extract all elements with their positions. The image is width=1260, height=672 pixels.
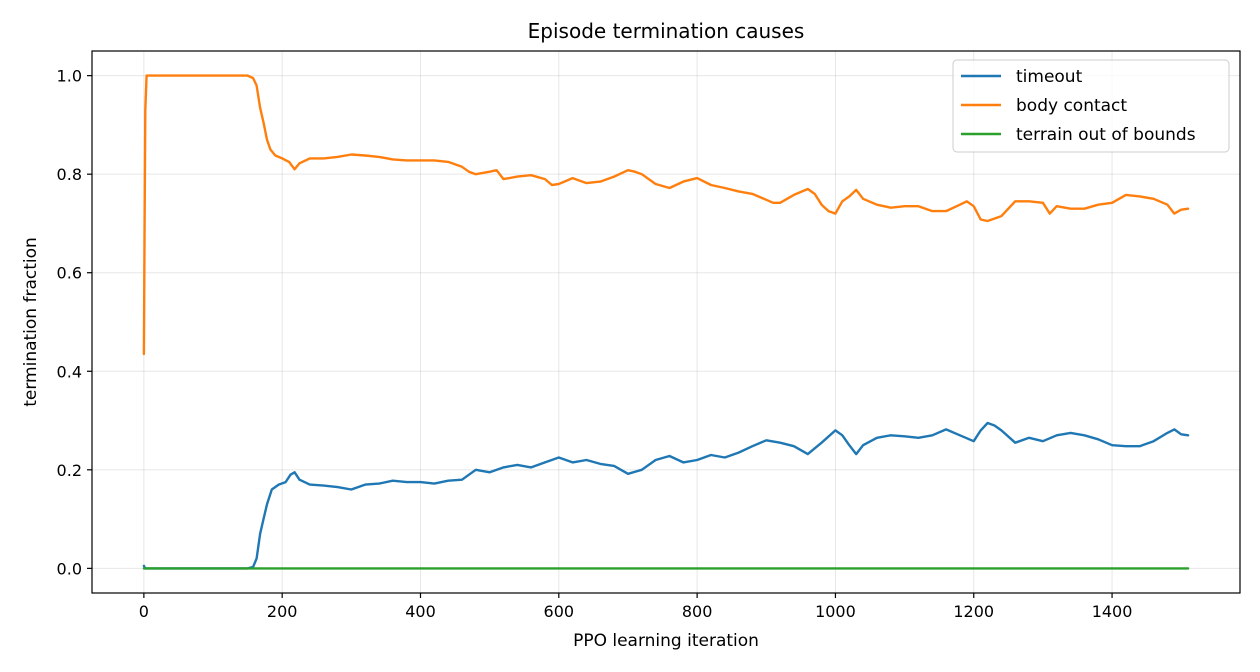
y-tick-label: 0.2 (57, 461, 82, 480)
x-tick-label: 1400 (1092, 602, 1133, 621)
x-tick-label: 400 (405, 602, 436, 621)
series-lines (142, 74, 1190, 570)
x-tick-label: 200 (267, 602, 298, 621)
legend-label-terrain-out-of-bounds: terrain out of bounds (1016, 125, 1196, 145)
x-axis-label: PPO learning iteration (573, 631, 759, 651)
y-tick-label: 0.8 (57, 165, 82, 184)
y-tick-label: 0.0 (57, 559, 82, 578)
series-line-timeout (142, 421, 1190, 570)
axis-ticks: 0 200 400 600 800 1000 1200 1400 0.0 0.2 0.4 0.6 0.8… (57, 67, 1133, 621)
x-tick-label: 600 (544, 602, 575, 621)
legend: timeout body contact terrain out of bounds (952, 59, 1230, 153)
legend-label-timeout: timeout (1016, 67, 1083, 87)
chart-title: Episode termination causes (528, 19, 805, 43)
y-tick-label: 0.4 (57, 362, 82, 381)
series-line-body-contact (142, 74, 1190, 356)
x-tick-label: 800 (682, 602, 713, 621)
y-axis-label: termination fraction (21, 237, 41, 407)
plot-frame (91, 50, 1241, 594)
legend-label-body-contact: body contact (1016, 96, 1127, 116)
y-tick-label: 1.0 (57, 67, 82, 86)
legend-box (952, 59, 1230, 153)
y-tick-label: 0.6 (57, 264, 82, 283)
x-tick-label: 0 (139, 602, 149, 621)
x-tick-label: 1000 (815, 602, 856, 621)
x-tick-label: 1200 (953, 602, 994, 621)
